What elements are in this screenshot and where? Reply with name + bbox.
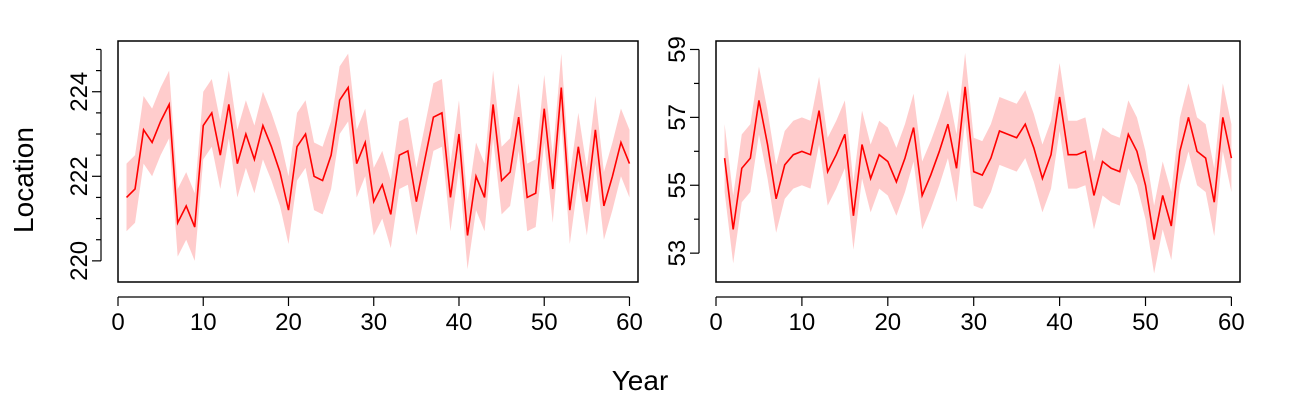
x-tick-label: 60 [616, 309, 643, 336]
confidence-band [126, 53, 630, 270]
y-tick-label: 57 [664, 104, 691, 131]
y-tick-label: 55 [664, 172, 691, 199]
x-tick-label: 10 [789, 309, 816, 336]
estimate-line [125, 85, 631, 236]
y-tick-label: 224 [66, 72, 93, 112]
x-tick-label: 60 [1218, 309, 1245, 336]
x-tick-label: 30 [360, 309, 387, 336]
y-tick-label: 222 [66, 156, 93, 196]
x-tick-label: 50 [531, 309, 558, 336]
x-tick-label: 30 [960, 309, 987, 336]
y-tick-label: 220 [66, 241, 93, 281]
x-axis-label: Year [612, 365, 669, 396]
estimate-line [723, 86, 1233, 240]
x-tick-label: 50 [1132, 309, 1159, 336]
plot-frame [117, 40, 639, 283]
y-axis-label: Location [8, 127, 39, 233]
x-tick-label: 40 [446, 309, 473, 336]
x-tick-label: 20 [275, 309, 302, 336]
confidence-band [724, 52, 1232, 274]
x-tick-label: 20 [874, 309, 901, 336]
x-tick-label: 0 [709, 309, 722, 336]
location-panel-1: 0 10 20 30 40 50 60 220 222 224 [66, 40, 643, 336]
location-panel-2: 0 10 20 30 40 50 60 53 55 57 59 [664, 36, 1245, 336]
plot-frame [715, 40, 1241, 283]
y-tick-label: 53 [664, 240, 691, 267]
y-tick-label: 59 [664, 36, 691, 63]
x-tick-label: 0 [111, 309, 124, 336]
x-tick-label: 40 [1046, 309, 1073, 336]
x-tick-label: 10 [190, 309, 217, 336]
